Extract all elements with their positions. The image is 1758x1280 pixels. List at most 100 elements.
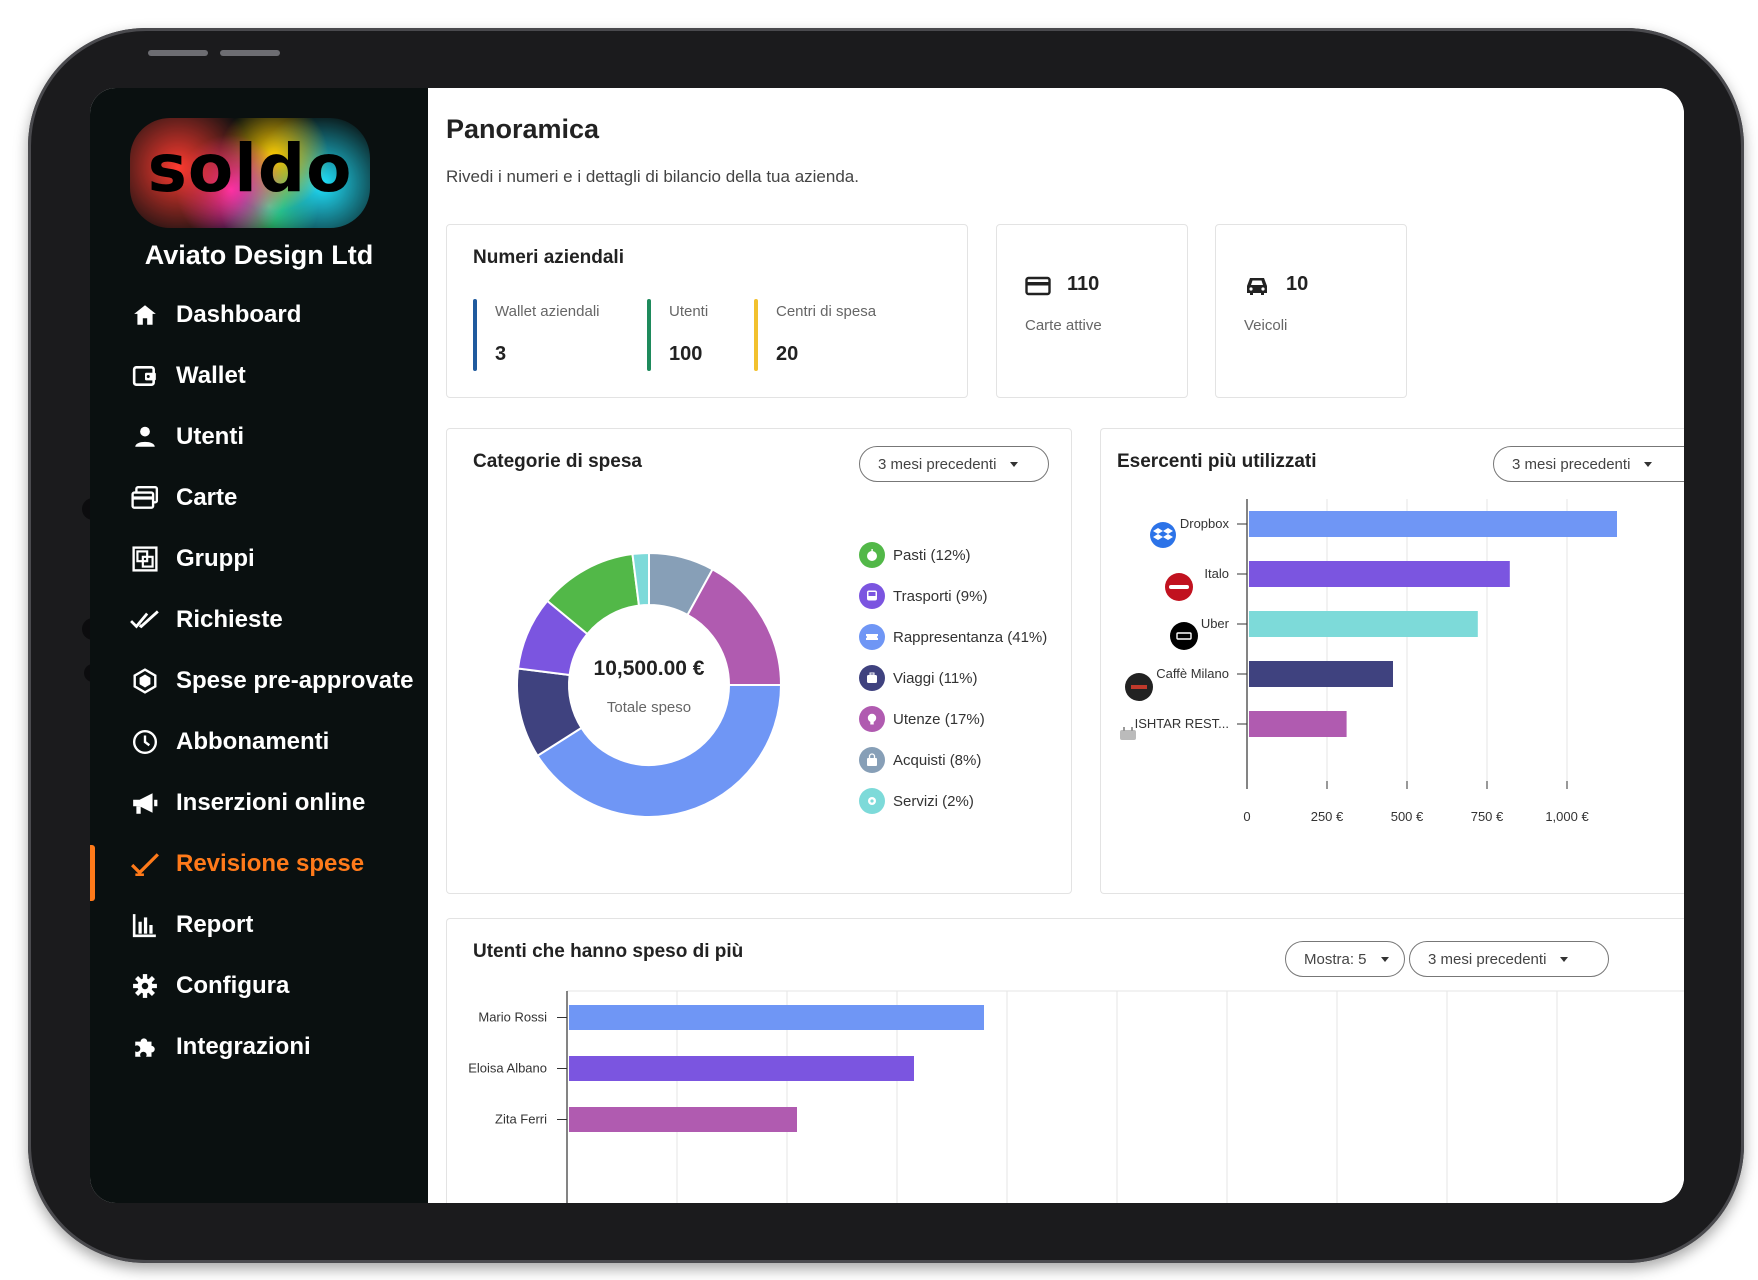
user-label: Eloisa Albano: [468, 1061, 547, 1076]
user-bar[interactable]: [569, 1107, 797, 1132]
stat-value: 20: [776, 343, 799, 365]
show-count-dropdown[interactable]: Mostra: 5: [1285, 941, 1405, 977]
card-title: Categorie di spesa: [473, 451, 642, 472]
luggage-icon: [859, 665, 885, 691]
sidebar-item-label: Abbonamenti: [176, 727, 330, 755]
x-tick-label: 0: [1243, 809, 1250, 824]
ticket-icon: [859, 624, 885, 650]
merchant-label: Caffè Milano: [1156, 666, 1229, 681]
sidebar-item-dashboard[interactable]: Dashboard: [90, 284, 428, 345]
categorie-card: Categorie di spesa 3 mesi precedenti 10,…: [446, 428, 1072, 894]
sidebar: soldo Aviato Design Ltd Dashboard Wallet…: [90, 88, 428, 1203]
donut-slice-rappresentanza[interactable]: [536, 684, 783, 818]
donut-slice-servizi[interactable]: [631, 551, 650, 607]
merchant-bar[interactable]: [1249, 511, 1617, 537]
caffe-milano-logo: [1125, 673, 1153, 701]
sidebar-item-gruppi[interactable]: Gruppi: [90, 528, 428, 589]
sidebar-item-label: Configura: [176, 971, 290, 999]
merchant-bar[interactable]: [1249, 661, 1393, 687]
x-tick-label: 750 €: [1471, 809, 1504, 824]
sidebar-item-label: Inserzioni online: [176, 788, 366, 816]
period-dropdown[interactable]: 3 mesi precedenti: [859, 446, 1049, 482]
merchant-bar[interactable]: [1249, 611, 1478, 637]
legend-label: Utenze (17%): [893, 710, 985, 728]
dropdown-label: 3 mesi precedenti: [1428, 950, 1547, 968]
stat-label: Wallet aziendali: [495, 303, 600, 320]
sidebar-item-report[interactable]: Report: [90, 894, 428, 955]
sidebar-item-utenti[interactable]: Utenti: [90, 406, 428, 467]
user-bar[interactable]: [569, 1056, 914, 1081]
sidebar-item-integrazioni[interactable]: Integrazioni: [90, 1016, 428, 1077]
sidebar-item-label: Revisione spese: [176, 849, 365, 877]
restaurant-icon: [1117, 723, 1139, 745]
sidebar-item-label: Spese pre-approvate: [176, 666, 414, 694]
merchant-label: Dropbox: [1180, 516, 1230, 531]
stat-label: Carte attive: [1025, 317, 1102, 334]
merchant-label: Italo: [1204, 566, 1229, 581]
company-numbers-card: Numeri aziendali Wallet aziendali 3 Uten…: [446, 224, 968, 398]
user-label: Mario Rossi: [478, 1010, 547, 1025]
legend-label: Acquisti (8%): [893, 751, 982, 769]
sidebar-item-wallet[interactable]: Wallet: [90, 345, 428, 406]
puzzle-icon: [130, 1032, 160, 1062]
double-check-icon: [130, 605, 160, 635]
stat-color-bar: [754, 299, 758, 371]
hexagon-icon: [130, 666, 160, 696]
sidebar-item-label: Richieste: [176, 605, 283, 633]
dropdown-label: Mostra: 5: [1304, 950, 1367, 968]
dropbox-logo: [1149, 521, 1177, 549]
stat-value: 110: [1067, 273, 1100, 295]
user-icon: [130, 422, 160, 452]
bus-icon: [859, 583, 885, 609]
user-bar[interactable]: [569, 1005, 984, 1030]
legend-item: Acquisti (8%): [859, 746, 981, 774]
legend-item: Trasporti (9%): [859, 582, 987, 610]
veicoli-card[interactable]: 10 Veicoli: [1215, 224, 1407, 398]
stat-value: 10: [1286, 273, 1309, 295]
merchant-bar[interactable]: [1249, 711, 1347, 737]
period-dropdown[interactable]: 3 mesi precedenti: [1493, 446, 1684, 482]
cards-icon: [130, 483, 160, 513]
groups-icon: [130, 544, 160, 574]
legend-item: Pasti (12%): [859, 541, 971, 569]
italo-logo: [1165, 573, 1193, 601]
company-name: Aviato Design Ltd: [144, 240, 374, 270]
device-button: [220, 50, 280, 56]
sidebar-item-richieste[interactable]: Richieste: [90, 589, 428, 650]
soldo-logo: soldo: [130, 118, 370, 228]
dropdown-label: 3 mesi precedenti: [878, 455, 997, 473]
merchant-label: ISHTAR REST...: [1135, 716, 1229, 731]
legend-label: Servizi (2%): [893, 792, 974, 810]
logo-text: soldo: [147, 130, 353, 207]
stat-color-bar: [473, 299, 477, 371]
sidebar-item-revisione-spese[interactable]: Revisione spese: [90, 833, 428, 901]
sidebar-item-label: Wallet: [176, 361, 246, 389]
sidebar-item-label: Gruppi: [176, 544, 255, 572]
x-tick-label: 1,000 €: [1545, 809, 1589, 824]
check-icon: [130, 849, 160, 879]
wallet-icon: [130, 361, 160, 391]
legend-label: Viaggi (11%): [893, 669, 978, 687]
sidebar-item-label: Carte: [176, 483, 238, 511]
donut-chart: [516, 551, 783, 818]
bulb-icon: [859, 706, 885, 732]
period-dropdown[interactable]: 3 mesi precedenti: [1409, 941, 1609, 977]
home-icon: [130, 300, 160, 330]
stat-color-bar: [647, 299, 651, 371]
sidebar-item-abbonamenti[interactable]: Abbonamenti: [90, 711, 428, 772]
caret-down-icon: [1560, 956, 1569, 962]
legend-item: Utenze (17%): [859, 705, 985, 733]
megaphone-icon: [130, 788, 160, 818]
sidebar-item-configura[interactable]: Configura: [90, 955, 428, 1016]
merchant-bar-chart: Dropbox Italo Uber Caffè Milano ISHTAR REST.…: [1135, 499, 1617, 824]
sidebar-item-spese-pre-approvate[interactable]: Spese pre-approvate: [90, 650, 428, 711]
sidebar-item-carte[interactable]: Carte: [90, 467, 428, 528]
card-title: Esercenti più utilizzati: [1117, 451, 1317, 472]
carte-attive-card[interactable]: 110 Carte attive: [996, 224, 1188, 398]
merchant-bar[interactable]: [1249, 561, 1510, 587]
sidebar-item-inserzioni-online[interactable]: Inserzioni online: [90, 772, 428, 833]
legend-label: Trasporti (9%): [893, 587, 988, 605]
stat-value: 3: [495, 343, 507, 365]
stat-label: Centri di spesa: [776, 303, 877, 320]
apple-icon: [859, 542, 885, 568]
